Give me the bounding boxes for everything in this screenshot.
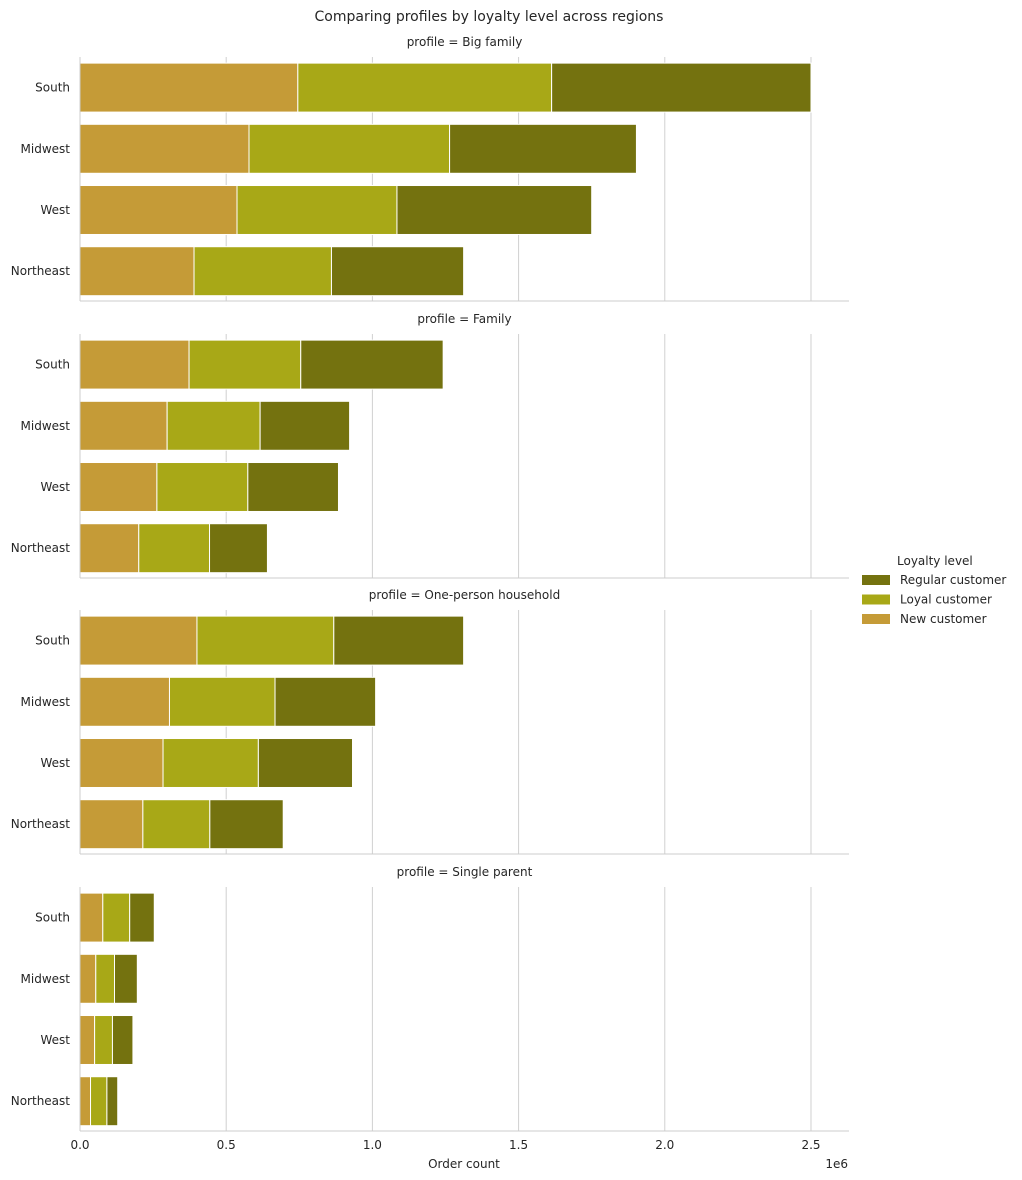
panel-title: profile = Family — [417, 312, 511, 326]
bar-segment — [79, 892, 104, 943]
bar-segment — [79, 523, 140, 574]
bar-segment — [94, 1015, 113, 1065]
bar-segment — [114, 953, 138, 1004]
bar-segment — [259, 400, 351, 451]
bar-segment — [111, 1015, 134, 1065]
bar-segment — [166, 400, 261, 451]
legend-swatch — [862, 594, 890, 605]
category-label: Northeast — [11, 1094, 71, 1108]
bar-segment — [257, 738, 354, 788]
legend-label: Regular customer — [900, 573, 1006, 587]
x-axis-offset-label: 1e6 — [825, 1157, 848, 1171]
chart-title: Comparing profiles by loyalty level acro… — [315, 9, 664, 25]
bar-segment — [79, 123, 250, 174]
facet-panel: profile = One-person household South Midwe… — [11, 588, 849, 855]
x-axis-label: Order count — [428, 1157, 500, 1171]
bar-segment — [396, 185, 593, 235]
x-tick-label: 2.5 — [801, 1138, 820, 1152]
legend-title: Loyalty level — [897, 554, 973, 568]
bar-segment — [79, 953, 97, 1004]
legend-label: New customer — [900, 612, 987, 626]
category-label: West — [40, 480, 70, 494]
bar-segment — [79, 738, 164, 788]
bar-segment — [79, 339, 190, 390]
bar-segment — [333, 615, 465, 666]
bar-segment — [79, 676, 170, 727]
bar-segment — [248, 123, 451, 174]
bar-segment — [330, 246, 465, 297]
bar-segment — [162, 738, 259, 788]
category-label: South — [35, 911, 70, 925]
legend: Loyalty level Regular customer Loyal custo… — [862, 554, 1006, 626]
bar-segment — [196, 615, 335, 666]
bar-segment — [79, 462, 158, 512]
legend-swatch — [862, 614, 890, 624]
category-label: South — [35, 358, 70, 372]
facet-panel: profile = Single parent South Midwest West N… — [11, 865, 849, 1152]
panel-title: profile = One-person household — [369, 588, 560, 602]
category-label: West — [40, 756, 70, 770]
category-label: West — [40, 1033, 70, 1047]
bar-segment — [79, 185, 238, 235]
bar-segment — [79, 62, 299, 113]
bar-segment — [188, 339, 302, 390]
x-tick-label: 1.5 — [509, 1138, 528, 1152]
panels: profile = Big family South Midwest West Nort… — [11, 35, 849, 1152]
bar-segment — [95, 953, 116, 1004]
bar-segment — [247, 462, 339, 512]
bar-segment — [79, 400, 168, 451]
bar-segment — [193, 246, 332, 297]
bar-segment — [168, 676, 276, 727]
bar-segment — [79, 246, 195, 297]
facet-panel: profile = Big family South Midwest West Nort… — [11, 35, 849, 302]
bar-segment — [90, 1076, 108, 1127]
panel-title: profile = Big family — [407, 35, 523, 49]
x-tick-label: 0.0 — [70, 1138, 89, 1152]
bar-segment — [551, 62, 812, 113]
category-label: South — [35, 634, 70, 648]
bar-segment — [129, 892, 155, 943]
category-label: South — [35, 81, 70, 95]
bar-segment — [79, 615, 198, 666]
category-label: Midwest — [21, 419, 71, 433]
x-tick-label: 0.5 — [217, 1138, 236, 1152]
legend-label: Loyal customer — [900, 593, 992, 607]
category-label: Midwest — [21, 695, 71, 709]
category-label: Midwest — [21, 972, 71, 986]
panel-title: profile = Single parent — [397, 865, 533, 879]
bar-segment — [79, 799, 144, 850]
bar-segment — [156, 462, 249, 512]
category-label: Northeast — [11, 541, 71, 555]
category-label: Northeast — [11, 817, 71, 831]
bar-segment — [79, 1076, 92, 1127]
legend-swatch — [862, 575, 890, 585]
bar-segment — [449, 123, 637, 174]
category-label: Northeast — [11, 264, 71, 278]
bar-segment — [106, 1076, 119, 1127]
bar-segment — [142, 799, 211, 850]
x-tick-label: 1.0 — [363, 1138, 382, 1152]
category-label: Midwest — [21, 142, 71, 156]
bar-segment — [209, 799, 284, 850]
bar-segment — [274, 676, 377, 727]
x-tick-label: 2.0 — [655, 1138, 674, 1152]
bar-segment — [236, 185, 398, 235]
bar-segment — [138, 523, 211, 574]
bar-segment — [209, 523, 268, 574]
bar-segment — [79, 1015, 96, 1065]
category-label: West — [40, 203, 70, 217]
bar-segment — [297, 62, 553, 113]
bar-segment — [300, 339, 444, 390]
facet-panel: profile = Family South Midwest West Northeas… — [11, 312, 849, 579]
bar-segment — [102, 892, 131, 943]
